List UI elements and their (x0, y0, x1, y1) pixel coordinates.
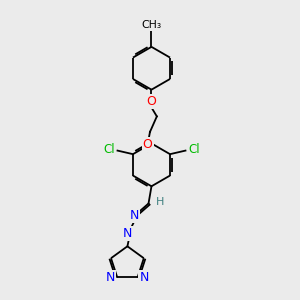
Text: H: H (156, 197, 164, 207)
Text: Cl: Cl (188, 142, 200, 156)
Text: N: N (106, 271, 116, 284)
Text: Cl: Cl (103, 142, 115, 156)
Text: N: N (123, 227, 132, 240)
Text: N: N (140, 271, 149, 284)
Text: O: O (146, 95, 156, 108)
Text: CH₃: CH₃ (141, 20, 161, 30)
Text: O: O (143, 138, 153, 151)
Text: N: N (129, 209, 139, 223)
